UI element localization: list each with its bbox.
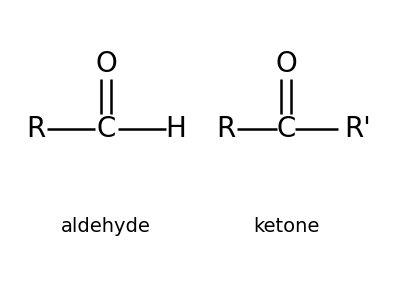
Text: R: R — [216, 115, 236, 143]
Text: C: C — [276, 115, 296, 143]
Text: O: O — [95, 50, 117, 78]
Text: aldehyde: aldehyde — [61, 217, 151, 236]
Text: ketone: ketone — [253, 217, 319, 236]
Text: R: R — [26, 115, 46, 143]
Text: H: H — [166, 115, 186, 143]
Text: C: C — [96, 115, 116, 143]
Text: O: O — [275, 50, 297, 78]
Text: R': R' — [345, 115, 371, 143]
